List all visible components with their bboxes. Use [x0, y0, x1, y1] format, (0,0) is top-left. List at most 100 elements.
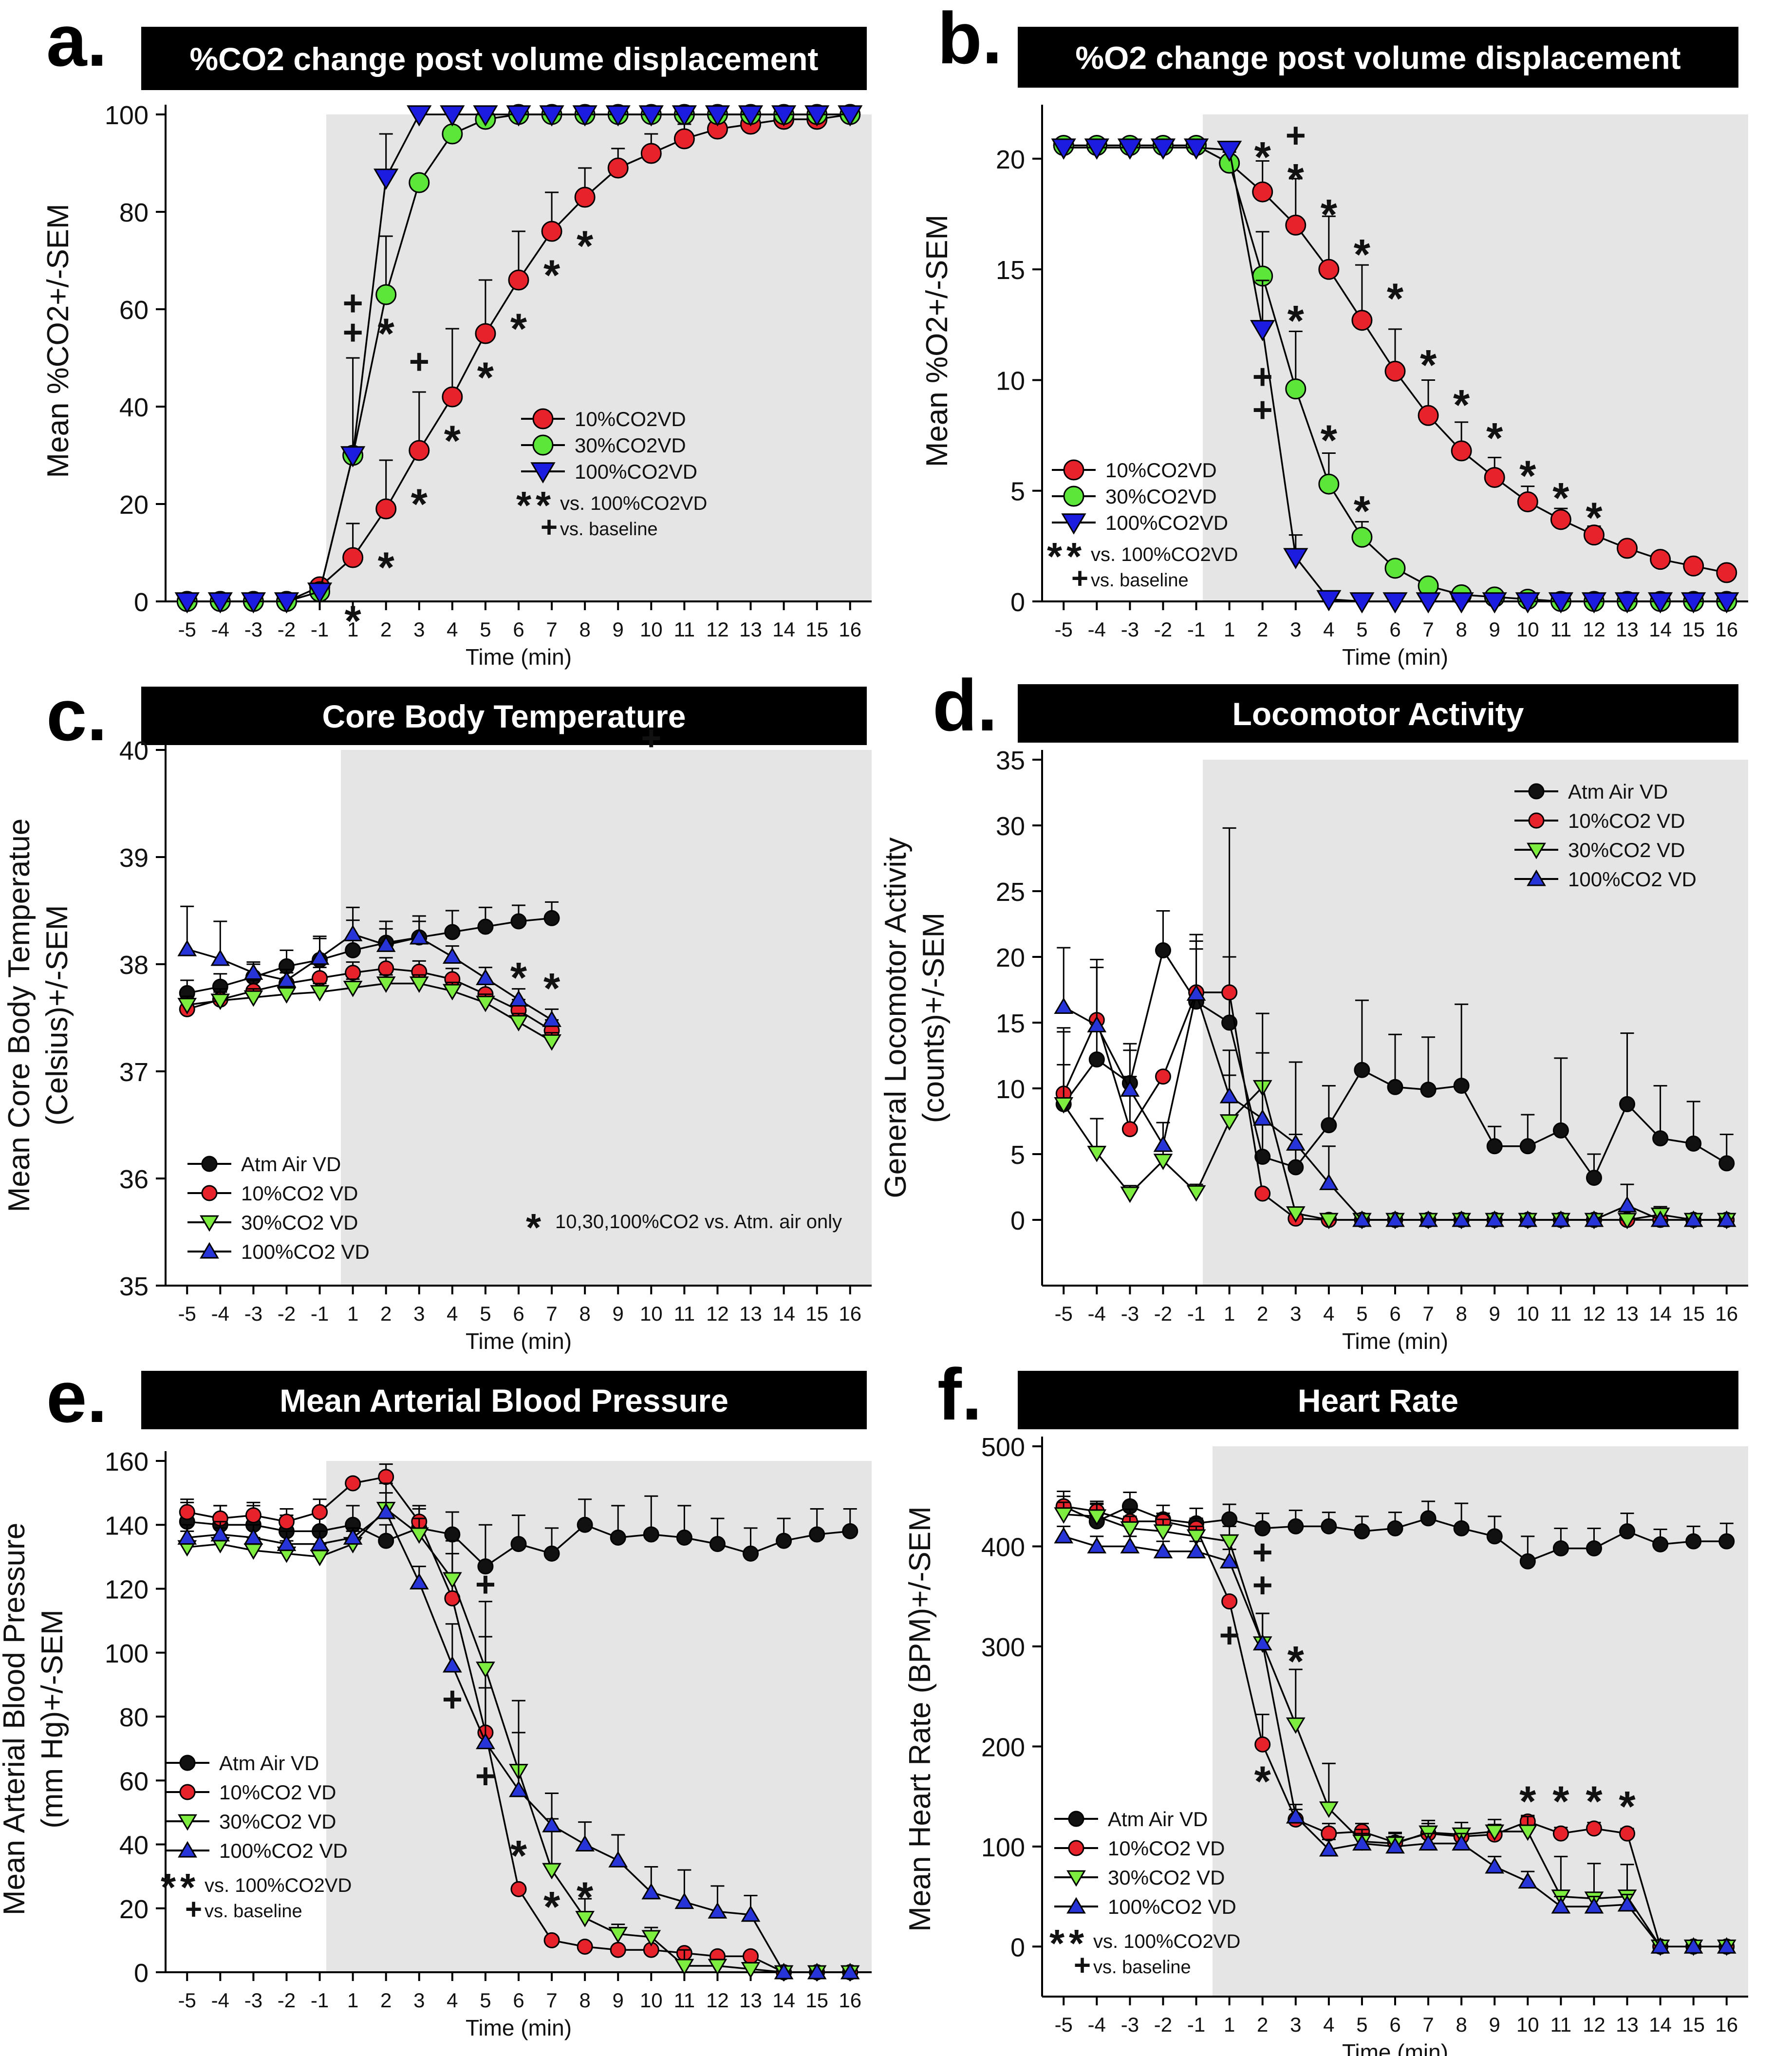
data-point	[476, 1662, 495, 1678]
x-axis-label-d: Time (min)	[1342, 1328, 1448, 1354]
data-point	[1117, 138, 1143, 160]
data-point	[838, 105, 863, 127]
significance-mark: *	[1586, 1777, 1603, 1825]
data-point	[1288, 1159, 1304, 1176]
data-point	[345, 942, 361, 958]
data-point	[575, 1911, 595, 1927]
x-tick-label-b: 9	[1489, 618, 1500, 641]
series-f-3	[1054, 1525, 1736, 1954]
data-point	[343, 1528, 363, 1545]
x-tick-label-c: 4	[447, 1302, 458, 1325]
x-tick-label-c: 16	[839, 1302, 861, 1325]
legend-stat-vs-baseline: vs. baseline	[560, 519, 658, 540]
x-tick-label-d: 12	[1583, 1302, 1605, 1325]
y-tick-label-c: 35	[119, 1272, 149, 1301]
data-point	[243, 990, 263, 1007]
data-point	[376, 1502, 396, 1519]
legend-stat-vs-100: vs. 100%CO2VD	[1091, 544, 1238, 565]
series-line	[187, 982, 552, 1042]
legend-stat-vs-baseline: vs. baseline	[1093, 1957, 1191, 1978]
data-point	[1584, 1210, 1604, 1227]
x-axis-label-c: Time (min)	[466, 1328, 572, 1354]
data-point	[1685, 1533, 1702, 1550]
y-tick-label-c: 40	[119, 736, 149, 766]
data-point	[409, 1573, 429, 1589]
x-tick-label-a: 8	[579, 618, 590, 641]
significance-mark: *	[577, 1873, 594, 1921]
data-point	[243, 1528, 263, 1545]
data-point	[477, 918, 494, 935]
legend-label: Atm Air VD	[1108, 1808, 1208, 1831]
y-tick-label-f: 300	[981, 1633, 1025, 1662]
x-tick-label-d: -3	[1121, 1302, 1139, 1325]
x-tick-label-d: 13	[1616, 1302, 1639, 1325]
legend-marker	[1527, 842, 1546, 860]
series-e-3	[177, 1492, 860, 1980]
significance-mark: *	[444, 416, 461, 465]
data-point	[442, 947, 462, 964]
data-point	[543, 1545, 560, 1562]
legend-stat-vs-100: vs. 100%CO2VD	[560, 493, 707, 514]
data-point	[542, 1010, 561, 1027]
x-tick-label-a: 10	[640, 618, 663, 641]
data-point	[1286, 1717, 1306, 1734]
data-point	[543, 1932, 560, 1948]
data-point	[210, 993, 230, 1010]
data-point	[1452, 1210, 1472, 1227]
legend-label: Atm Air VD	[1568, 780, 1668, 803]
legend-star-red: *	[161, 1866, 176, 1909]
significance-mark: +	[343, 313, 363, 352]
x-tick-label-c: 8	[579, 1302, 590, 1325]
data-point	[310, 1534, 330, 1551]
y-tick-label-e: 100	[105, 1639, 149, 1668]
data-point	[1617, 1895, 1637, 1912]
x-tick-label-e: 16	[839, 1989, 861, 2012]
legend-d: Atm Air VD 10%CO2 VD 30%CO2 VD 100%CO2 VD	[1514, 780, 1697, 891]
data-point	[1485, 1824, 1505, 1841]
x-tick-label-a: 13	[739, 618, 762, 641]
y-axis-label-line: (mm Hg)+/-SEM	[36, 1609, 69, 1829]
significance-mark: *	[1486, 414, 1503, 462]
legend-e: Atm Air VD 10%CO2 VD 30%CO2 VD 100%CO2 VD * *…	[161, 1752, 352, 1925]
data-point	[510, 1881, 527, 1897]
data-point	[643, 1526, 659, 1543]
legend-label: 100%CO2 VD	[219, 1839, 348, 1862]
data-point	[1120, 1521, 1140, 1538]
data-point	[409, 976, 429, 993]
data-point	[442, 1572, 462, 1589]
data-point	[1319, 1801, 1339, 1818]
data-point	[1486, 1528, 1503, 1545]
legend-label: 30%CO2VD	[575, 434, 686, 457]
legend-marker	[1063, 486, 1084, 507]
x-tick-label-b: 12	[1583, 618, 1605, 641]
y-tick-label-e: 80	[119, 1703, 149, 1732]
data-point	[1285, 214, 1307, 236]
data-point	[1453, 1520, 1470, 1536]
title-banner-b	[1018, 27, 1738, 88]
significance-mark: +	[1252, 357, 1273, 396]
significance-mark: *	[510, 953, 527, 1002]
x-tick-label-b: 1	[1224, 618, 1235, 641]
series-d-3	[1054, 940, 1736, 1227]
significance-mark: *	[577, 222, 594, 270]
significance-mark: *	[378, 543, 395, 591]
data-point	[1252, 1634, 1272, 1651]
data-point	[705, 105, 730, 127]
x-tick-label-a: -5	[178, 618, 196, 641]
panel-letter-a: a.	[46, 0, 107, 81]
x-tick-label-c: 7	[546, 1302, 557, 1325]
data-point	[1519, 1553, 1536, 1570]
panel-letter-f: f.	[937, 1353, 982, 1435]
data-point	[1254, 1185, 1271, 1202]
data-point	[1683, 1210, 1703, 1227]
y-tick-label-f: 500	[981, 1433, 1025, 1462]
panel-letter-c: c.	[46, 674, 107, 756]
data-point	[1619, 1096, 1636, 1112]
data-point	[608, 1926, 628, 1944]
x-tick-label-b: 14	[1649, 618, 1672, 641]
legend-label: 100%CO2 VD	[241, 1240, 370, 1263]
data-point	[210, 1525, 230, 1542]
legend-plus: +	[185, 1893, 202, 1925]
significance-mark: *	[411, 480, 428, 528]
legend-marker	[1066, 1897, 1086, 1914]
